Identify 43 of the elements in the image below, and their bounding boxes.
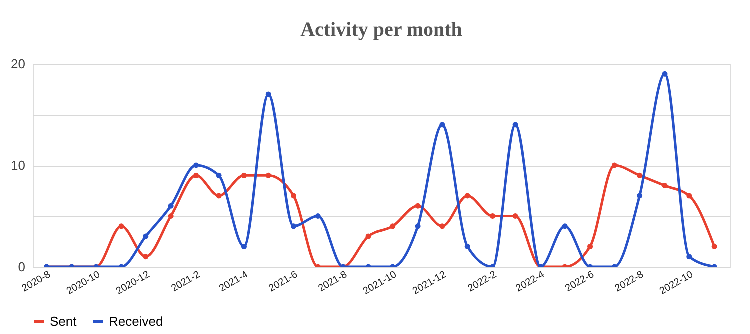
point: [143, 234, 149, 240]
point: [637, 193, 643, 199]
point: [612, 162, 618, 168]
point: [291, 224, 297, 230]
point: [686, 254, 692, 260]
point: [366, 234, 372, 240]
point: [512, 122, 518, 128]
chart-title: Activity per month: [300, 19, 462, 41]
point: [512, 214, 518, 219]
point: [315, 214, 321, 219]
point: [440, 122, 446, 128]
point: [118, 224, 124, 230]
point: [390, 224, 396, 230]
point: [464, 244, 470, 250]
point: [216, 172, 222, 178]
point: [143, 254, 149, 260]
point: [241, 244, 247, 250]
point: [686, 193, 692, 199]
point: [490, 214, 496, 219]
point: [194, 172, 200, 178]
point: [415, 203, 421, 209]
point: [266, 172, 272, 178]
point: [415, 224, 421, 230]
legend-label: Received: [109, 314, 164, 329]
point: [637, 172, 643, 178]
y-tick-label: 20: [11, 56, 26, 72]
point: [712, 244, 718, 250]
point: [291, 193, 297, 199]
point: [168, 214, 174, 219]
point: [266, 92, 272, 98]
y-tick-label: 0: [18, 260, 26, 274]
point: [194, 162, 200, 168]
point: [588, 244, 594, 250]
point: [168, 203, 174, 209]
point: [216, 193, 222, 199]
point: [662, 183, 668, 189]
y-tick-label: 10: [11, 158, 26, 173]
point: [662, 71, 668, 77]
point: [562, 224, 568, 230]
point: [440, 224, 446, 230]
point: [241, 172, 247, 178]
legend-label: Sent: [50, 314, 78, 329]
point: [464, 193, 470, 199]
